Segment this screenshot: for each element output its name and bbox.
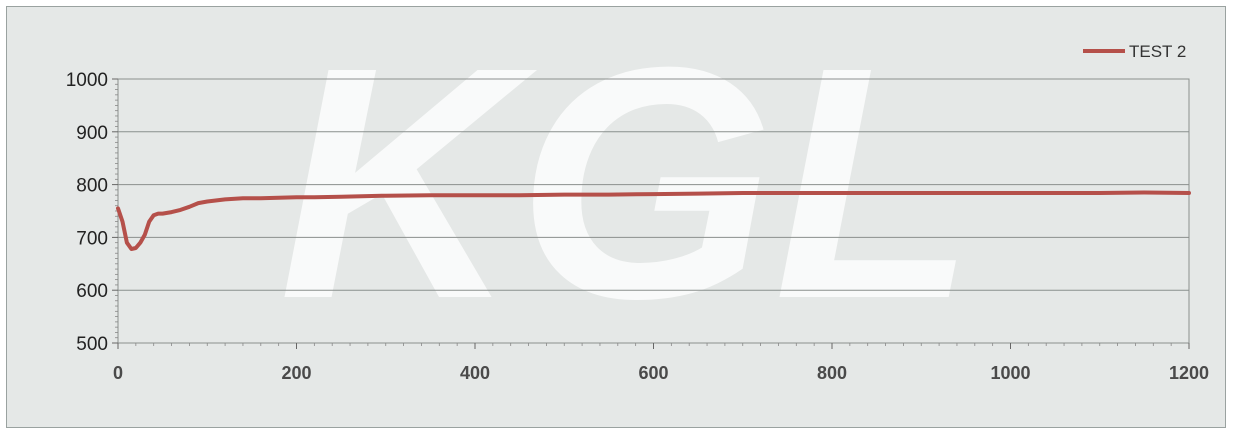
line-chart: KGL 500 600 700 800 900 1000 0 200 400 600 800 100… (66, 7, 1209, 383)
y-tick-label-800: 800 (76, 176, 108, 197)
y-tick-label-600: 600 (76, 281, 108, 302)
y-tick-labels: 500 600 700 800 900 1000 (66, 70, 108, 355)
x-tick-label-400: 400 (460, 363, 490, 383)
legend-label: TEST 2 (1129, 42, 1186, 61)
series-layer (116, 190, 1191, 251)
x-tick-label-600: 600 (638, 363, 668, 383)
legend: TEST 2 (1083, 42, 1186, 61)
grid-lines (118, 78, 1189, 291)
x-tick-label-200: 200 (281, 363, 311, 383)
y-tick-label-500: 500 (76, 334, 108, 355)
y-tick-label-700: 700 (76, 228, 108, 249)
x-tick-label-800: 800 (817, 363, 847, 383)
watermark-text: KGL (279, 7, 976, 367)
x-tick-label-1000: 1000 (990, 363, 1030, 383)
x-tick-label-1200: 1200 (1169, 363, 1209, 383)
series-line-0 (116, 190, 1191, 251)
axes (112, 78, 1190, 349)
y-tick-label-1000: 1000 (66, 70, 108, 91)
y-tick-label-900: 900 (76, 123, 108, 144)
x-tick-labels: 0 200 400 600 800 1000 1200 (113, 363, 1209, 383)
chart-frame: KGL 500 600 700 800 900 1000 0 200 400 600 800 100… (6, 6, 1226, 428)
x-tick-label-0: 0 (113, 363, 123, 383)
